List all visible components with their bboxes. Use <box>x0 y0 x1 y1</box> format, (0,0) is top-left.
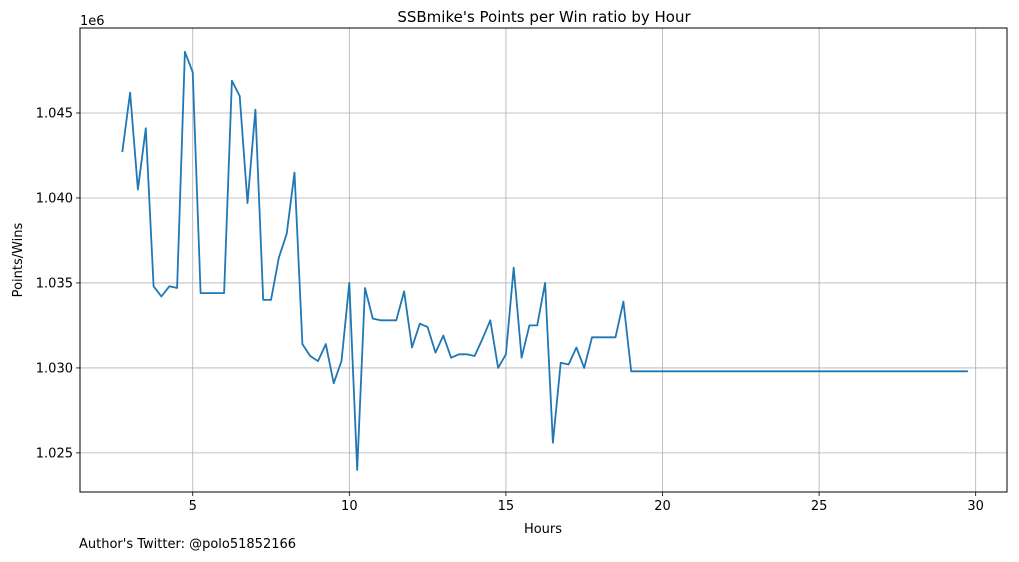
x-tick-label: 20 <box>654 499 671 514</box>
x-tick-label: 10 <box>341 499 358 514</box>
x-tick-label: 25 <box>811 499 828 514</box>
series-line <box>121 50 968 471</box>
y-axis-label: Points/Wins <box>11 222 26 297</box>
author-credit: Author's Twitter: @polo51852166 <box>79 537 297 552</box>
chart-title: SSBmike's Points per Win ratio by Hour <box>397 8 691 26</box>
x-tick-label: 30 <box>967 499 984 514</box>
y-tick-label: 1.035 <box>36 276 73 291</box>
grid-lines <box>80 28 1007 492</box>
y-tick-label: 1.030 <box>36 361 73 376</box>
plot-series <box>121 50 968 471</box>
y-tick-label: 1.045 <box>36 106 73 121</box>
plot-frame <box>79 27 1008 493</box>
axis-ticks: 5 10 15 20 25 30 1.025 1.030 1.035 1.040 1.045 <box>36 106 984 514</box>
y-axis-offset-label: 1e6 <box>80 14 105 29</box>
y-tick-label: 1.025 <box>36 446 73 461</box>
x-tick-label: 15 <box>498 499 515 514</box>
x-tick-label: 5 <box>189 499 197 514</box>
x-axis-label: Hours <box>524 522 562 537</box>
y-tick-label: 1.040 <box>36 191 73 206</box>
